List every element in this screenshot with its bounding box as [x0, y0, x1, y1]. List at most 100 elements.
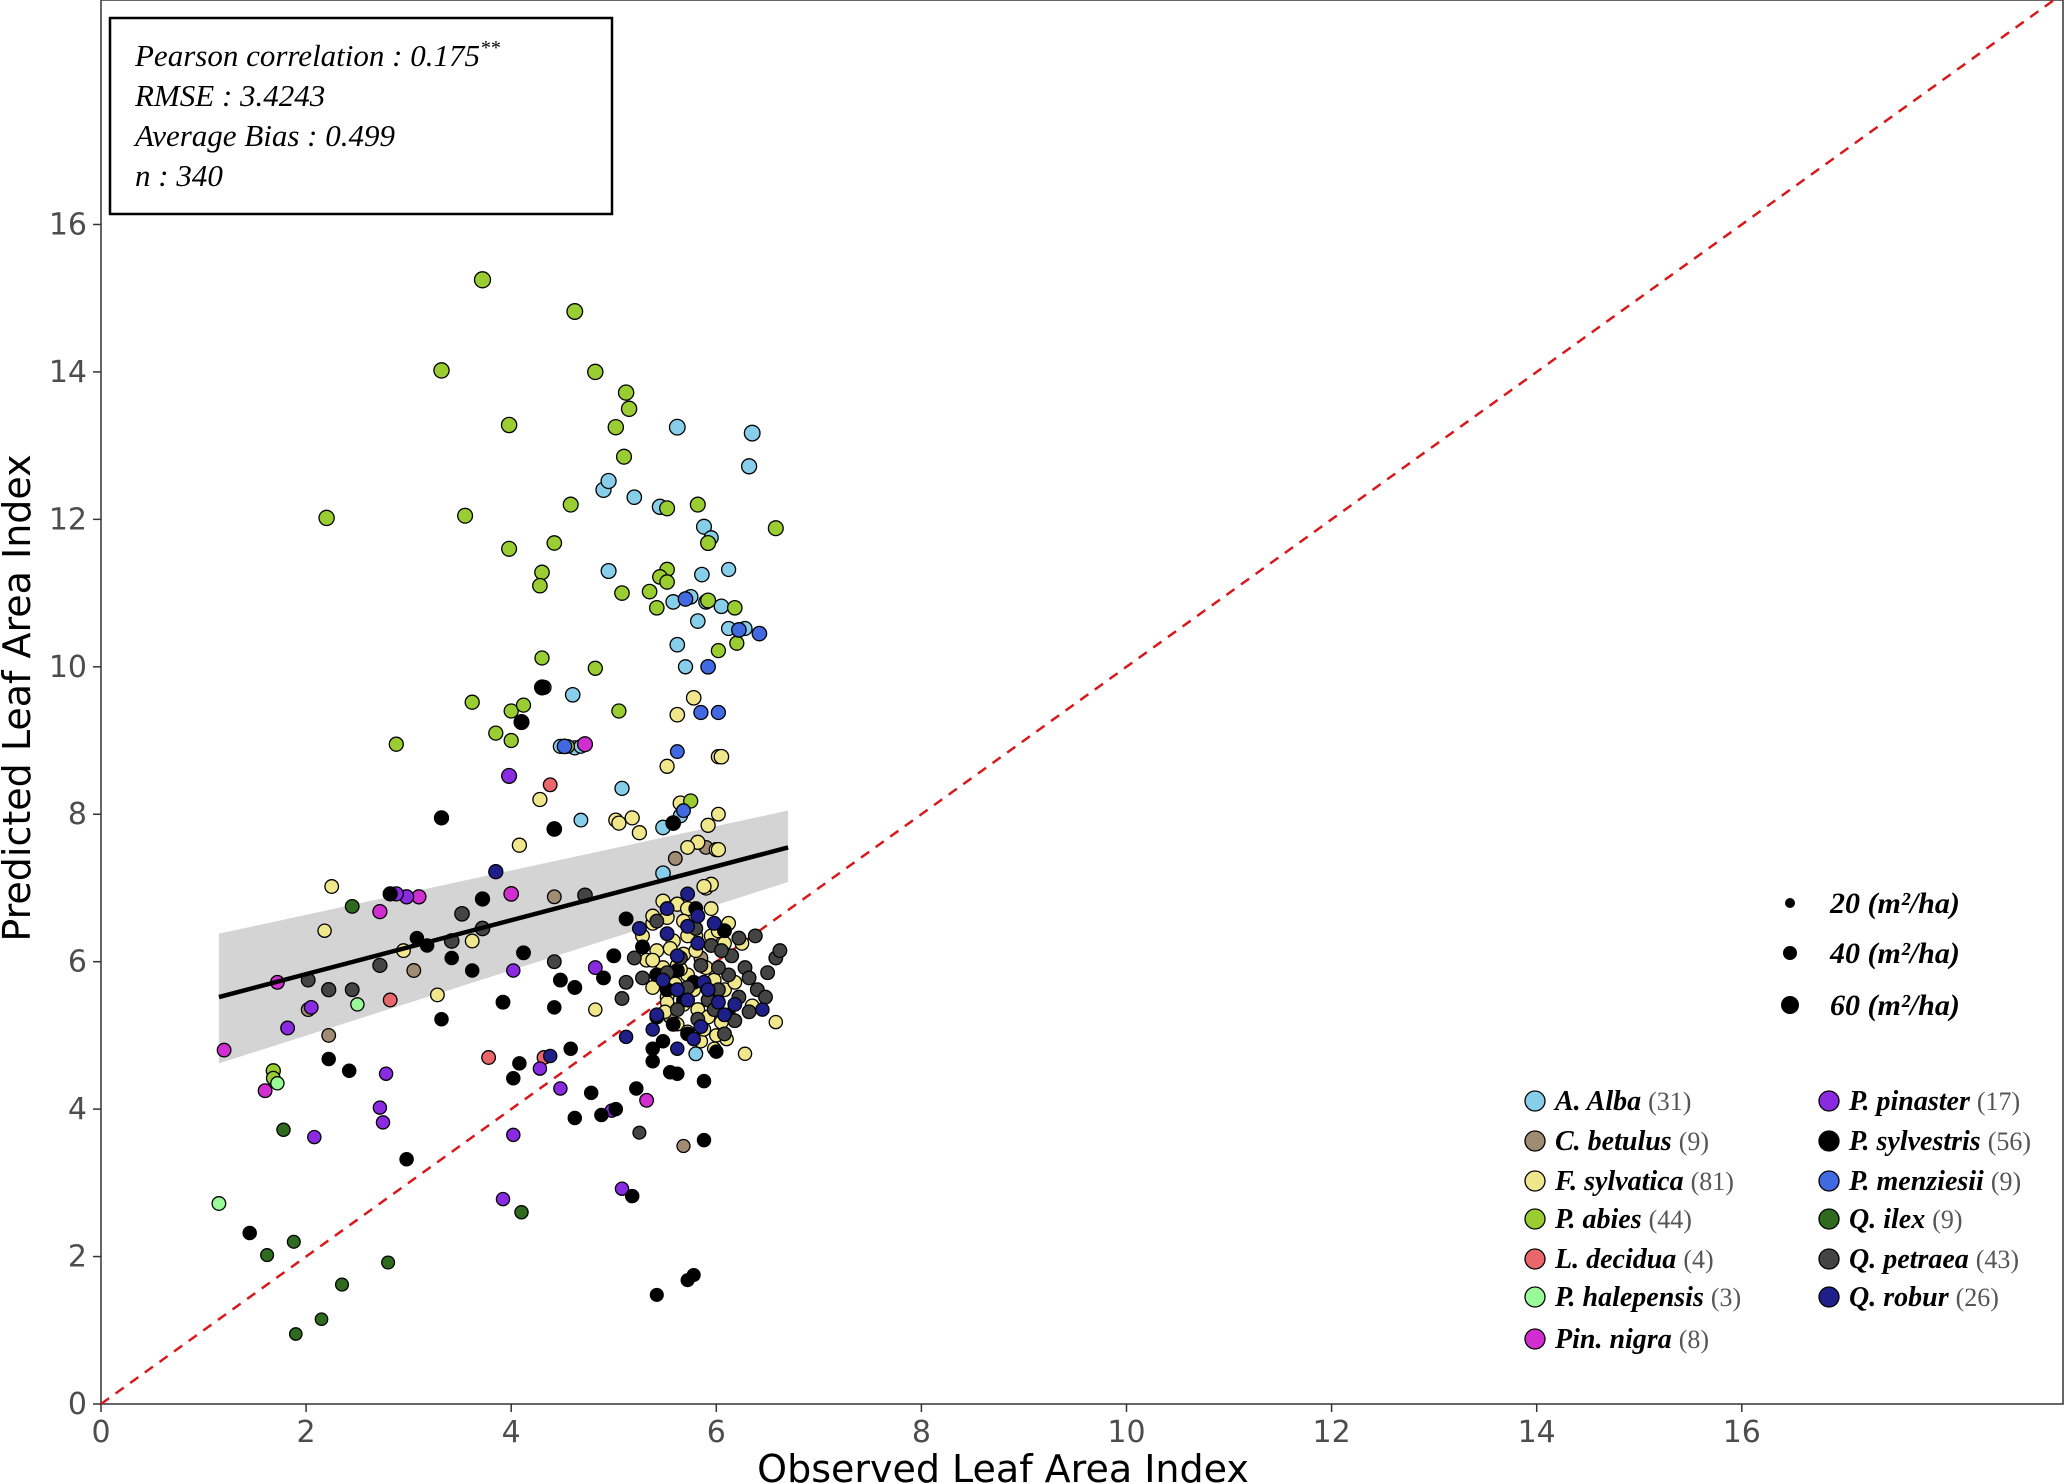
- data-point: [713, 943, 729, 959]
- x-tick-label: 10: [1107, 1415, 1145, 1450]
- legend-entry: A. Alba (31): [1553, 1086, 1691, 1117]
- data-point: [344, 898, 360, 914]
- x-tick-label: 12: [1313, 1415, 1351, 1450]
- data-point: [546, 535, 563, 551]
- data-point: [659, 574, 675, 590]
- data-point: [686, 1267, 701, 1283]
- data-point: [573, 812, 589, 828]
- species-legend: A. Alba (31) C. betulus (9) F. sylvatica (…: [1524, 1086, 2031, 1355]
- data-point: [429, 987, 445, 1003]
- data-point: [614, 991, 630, 1006]
- data-point: [488, 725, 504, 741]
- data-point: [501, 540, 518, 557]
- data-point: [700, 658, 716, 675]
- data-point: [655, 1034, 671, 1049]
- legend-entry: P. sylvestris (56): [1848, 1126, 2031, 1157]
- data-points: [211, 271, 788, 1341]
- axes: 0 2 4 6 8 10 12 14 16 0 2 4 6 8 10 12 14 16: [49, 207, 1761, 1450]
- y-tick-label: 4: [68, 1092, 87, 1127]
- identity-line: [100, 0, 2057, 1406]
- data-point: [629, 1081, 644, 1096]
- data-point: [668, 418, 686, 436]
- data-point: [433, 362, 450, 379]
- data-point: [503, 732, 519, 749]
- data-point: [513, 714, 530, 731]
- data-point: [546, 954, 562, 970]
- data-point: [717, 1007, 732, 1023]
- data-point: [696, 1132, 712, 1148]
- data-point: [641, 583, 658, 600]
- data-point: [737, 1046, 753, 1062]
- data-point: [444, 950, 459, 966]
- data-point: [546, 889, 562, 905]
- data-point: [372, 903, 388, 920]
- legend-swatch: [1524, 1170, 1546, 1192]
- size-legend-label: 20 (m²/ha): [1829, 887, 1960, 920]
- data-point: [751, 625, 768, 642]
- data-point: [596, 970, 611, 986]
- data-point: [500, 416, 518, 434]
- data-point: [717, 923, 732, 939]
- data-point: [388, 736, 404, 752]
- data-point: [635, 939, 650, 955]
- data-point: [594, 1107, 609, 1123]
- data-point: [710, 642, 727, 659]
- data-point: [700, 534, 717, 552]
- data-point: [563, 1041, 578, 1056]
- data-point: [216, 1042, 232, 1058]
- stats-box: Pearson correlation : 0.175** RMSE : 3.4…: [108, 16, 614, 216]
- data-point: [709, 1044, 724, 1059]
- data-point: [726, 599, 743, 616]
- data-point: [758, 989, 773, 1005]
- data-point: [645, 1022, 660, 1037]
- data-point: [454, 905, 470, 922]
- data-point: [645, 952, 661, 968]
- data-point: [532, 791, 548, 808]
- data-point: [731, 930, 747, 946]
- data-point: [564, 686, 581, 703]
- data-point: [710, 994, 726, 1010]
- x-tick-label: 0: [91, 1415, 110, 1450]
- data-point: [667, 851, 683, 866]
- legend-entry: L. decidua (4): [1554, 1244, 1714, 1275]
- data-point: [321, 982, 337, 998]
- data-point: [768, 1014, 784, 1030]
- y-tick-label: 12: [49, 502, 87, 537]
- data-point: [618, 911, 634, 927]
- data-point: [680, 839, 696, 855]
- data-point: [318, 509, 335, 527]
- data-point: [506, 1070, 521, 1086]
- data-point: [676, 803, 691, 819]
- data-point: [286, 1234, 301, 1249]
- data-point: [669, 706, 686, 723]
- data-point: [669, 948, 685, 964]
- data-point: [700, 592, 717, 609]
- size-legend-dot: [1783, 946, 1797, 960]
- legend-entry: Pin. nigra (8): [1554, 1324, 1709, 1355]
- data-point: [713, 748, 730, 765]
- legend-entry: P. menziesii (9): [1848, 1166, 2021, 1197]
- data-point: [624, 1188, 640, 1204]
- data-point: [700, 982, 716, 998]
- data-point: [503, 886, 520, 902]
- data-point: [614, 780, 630, 797]
- data-point: [344, 982, 360, 998]
- data-point: [632, 1125, 647, 1140]
- data-point: [375, 1115, 391, 1130]
- data-point: [587, 660, 603, 676]
- size-legend-dot: [1781, 996, 1799, 1014]
- data-point: [314, 1312, 329, 1327]
- legend-entry: Q. robur (26): [1849, 1282, 1999, 1313]
- data-point: [700, 817, 716, 833]
- legend-swatch: [1524, 1328, 1546, 1350]
- data-point: [755, 1002, 770, 1017]
- data-point: [372, 1100, 388, 1115]
- data-point: [648, 599, 665, 616]
- data-point: [669, 1002, 685, 1018]
- data-point: [669, 636, 686, 653]
- x-tick-label: 4: [502, 1415, 521, 1450]
- data-point: [669, 982, 685, 998]
- data-point: [626, 950, 642, 966]
- data-point: [694, 566, 710, 583]
- data-point: [534, 564, 550, 581]
